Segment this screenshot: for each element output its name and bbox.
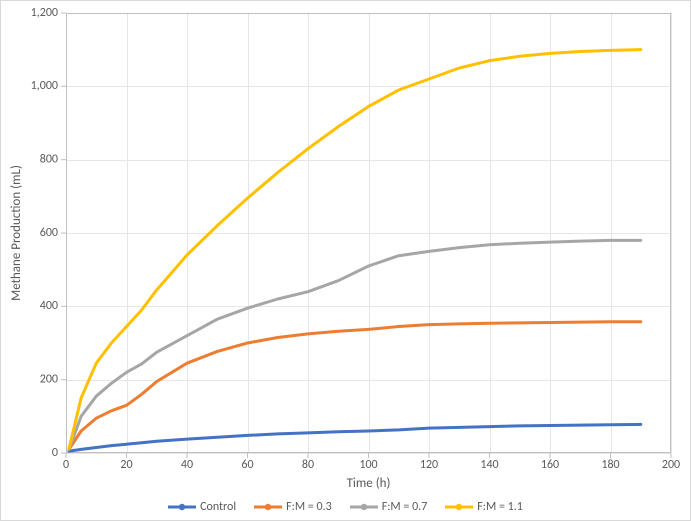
y-tick-label: 400	[40, 299, 58, 313]
x-tick-label: 180	[601, 458, 619, 472]
x-tick-label: 20	[120, 458, 132, 472]
series-lines	[69, 50, 641, 452]
x-axis-ticks: 0 20 40 60 80 100 120 140 160 180 200	[63, 453, 680, 472]
legend-item: Control	[168, 500, 236, 514]
y-axis-title: Methane Production (mL)	[9, 165, 24, 301]
legend-item: F:M = 0.7	[350, 500, 428, 514]
legend-label: F:M = 1.1	[477, 500, 523, 514]
y-tick-label: 800	[40, 153, 58, 167]
y-tick-label: 200	[40, 373, 58, 387]
series-line	[69, 240, 641, 449]
y-axis-ticks: 0 200 400 600 800 1,000 1,200	[31, 6, 66, 460]
x-tick-label: 120	[420, 458, 438, 472]
legend-swatch	[168, 501, 196, 513]
x-tick-label: 60	[241, 458, 253, 472]
x-tick-label: 140	[480, 458, 498, 472]
y-tick-label: 600	[40, 226, 58, 240]
gridlines	[66, 13, 672, 454]
x-tick-label: 40	[181, 458, 193, 472]
legend: Control F:M = 0.3 F:M = 0.7 F:M = 1.1	[1, 500, 690, 514]
legend-swatch	[254, 501, 282, 513]
y-tick-label: 1,000	[31, 79, 58, 93]
y-tick-label: 1,200	[31, 6, 58, 20]
legend-label: F:M = 0.3	[286, 500, 332, 514]
legend-item: F:M = 1.1	[445, 500, 523, 514]
legend-swatch	[350, 501, 378, 513]
chart-frame: 0 20 40 60 80 100 120 140 160 180 200 0 200 400 600 80…	[0, 0, 691, 521]
plot-area: 020406080100120140160180200 020040060080…	[66, 13, 671, 453]
series-line	[69, 50, 641, 449]
legend-label: Control	[200, 500, 236, 514]
series-line	[69, 424, 641, 451]
x-tick-label: 200	[662, 458, 680, 472]
x-tick-label: 0	[63, 458, 69, 472]
legend-item: F:M = 0.3	[254, 500, 332, 514]
x-tick-label: 80	[302, 458, 314, 472]
x-axis-title: Time (h)	[347, 476, 391, 491]
legend-label: F:M = 0.7	[382, 500, 428, 514]
x-tick-label: 100	[359, 458, 377, 472]
y-tick-label: 0	[52, 446, 58, 460]
legend-swatch	[445, 501, 473, 513]
x-tick-label: 160	[541, 458, 559, 472]
